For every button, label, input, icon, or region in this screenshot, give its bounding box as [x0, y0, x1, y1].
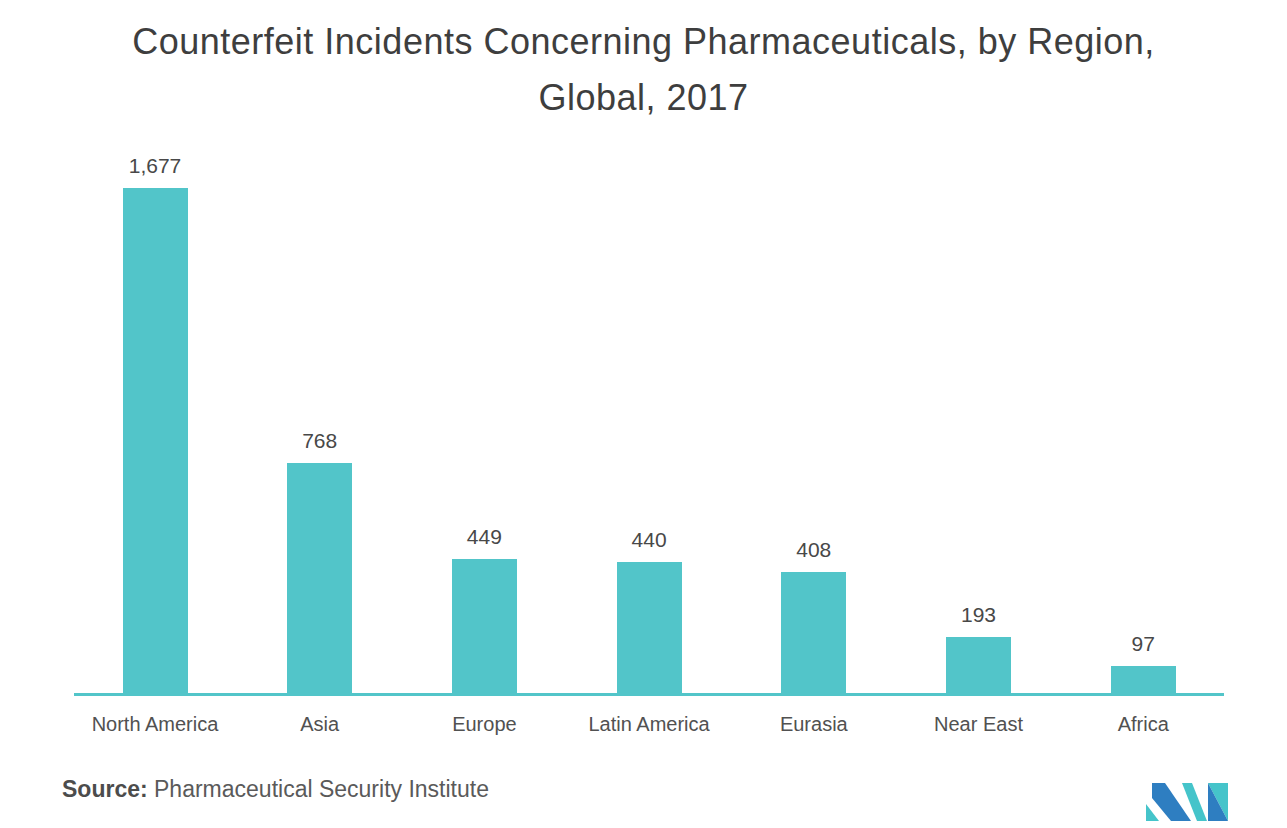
value-label-asia: 768	[238, 429, 402, 455]
bar-north-america	[123, 188, 188, 695]
category-label-latin-america: Latin America	[567, 713, 731, 739]
bar-asia	[287, 463, 352, 695]
value-label-europe: 449	[402, 525, 566, 551]
bar-latin-america	[617, 562, 682, 695]
bar-near-east	[946, 637, 1011, 695]
mordor-intelligence-logo	[1146, 783, 1228, 821]
source-label: Source:	[62, 776, 148, 802]
category-label-near-east: Near East	[897, 713, 1061, 739]
source-note: Source: Pharmaceutical Security Institut…	[62, 776, 489, 803]
value-label-latin-america: 440	[567, 528, 731, 554]
category-label-north-america: North America	[73, 713, 237, 739]
source-text: Pharmaceutical Security Institute	[154, 776, 489, 802]
logo-left-teal-triangle	[1146, 804, 1159, 821]
bar-africa	[1111, 666, 1176, 695]
category-label-europe: Europe	[402, 713, 566, 739]
bar-chart: 1,677 North America 768 Asia 449 Europe 440 Lat…	[0, 0, 1287, 828]
category-label-eurasia: Eurasia	[732, 713, 896, 739]
chart-page: Counterfeit Incidents Concerning Pharmac…	[0, 0, 1287, 828]
bar-europe	[452, 559, 517, 695]
value-label-eurasia: 408	[732, 538, 896, 564]
bar-eurasia	[781, 572, 846, 695]
value-label-africa: 97	[1061, 632, 1225, 658]
category-label-asia: Asia	[238, 713, 402, 739]
category-label-africa: Africa	[1061, 713, 1225, 739]
value-label-north-america: 1,677	[73, 154, 237, 180]
value-label-near-east: 193	[897, 603, 1061, 629]
